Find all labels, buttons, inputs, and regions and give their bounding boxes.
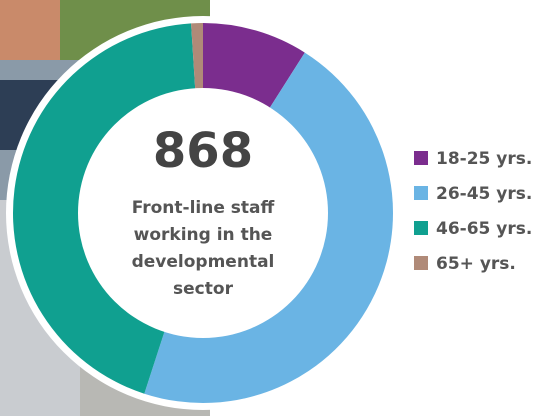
legend-swatch	[414, 221, 428, 235]
legend-swatch	[414, 186, 428, 200]
center-label: developmental	[132, 252, 275, 272]
legend-swatch	[414, 151, 428, 165]
legend-label: 26-45 yrs.	[436, 184, 532, 204]
legend-label: 46-65 yrs.	[436, 219, 532, 239]
legend-label: 18-25 yrs.	[436, 149, 532, 169]
center-total: 868	[153, 123, 253, 179]
legend-swatch	[414, 256, 428, 270]
center-label: sector	[173, 279, 234, 299]
center-label: working in the	[134, 225, 273, 245]
chart: 868 Front-line staff working in the develo…	[0, 0, 542, 416]
legend-label: 65+ yrs.	[436, 254, 516, 274]
center-label: Front-line staff	[132, 198, 275, 218]
